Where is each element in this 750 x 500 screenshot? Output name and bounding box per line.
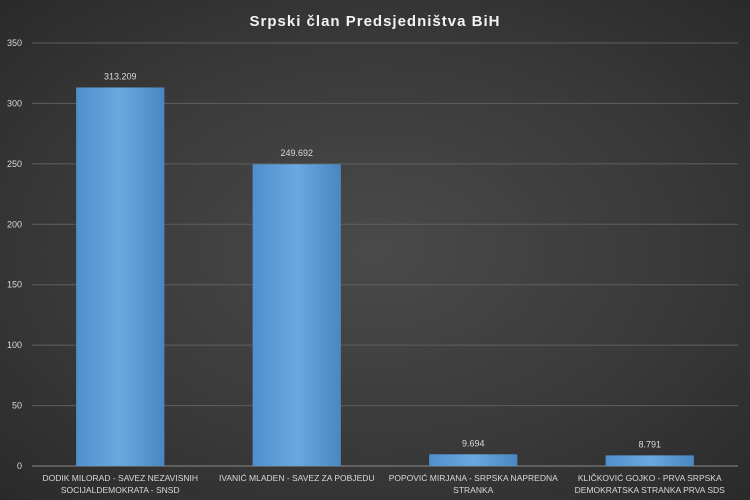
y-tick-label: 350	[7, 38, 22, 48]
chart-title: Srpski član Predsjedništva BiH	[250, 13, 501, 30]
x-tick-label-line: KLIČKOVIĆ GOJKO - PRVA SRPSKA	[578, 473, 722, 483]
x-tick-label-line: POPOVIĆ MIRJANA - SRPSKA NAPREDNA	[389, 473, 558, 483]
x-tick-label-line: IVANIĆ MLADEN - SAVEZ ZA POBJEDU	[219, 473, 375, 483]
data-label: 313.209	[104, 71, 137, 81]
data-label: 8.791	[638, 439, 661, 449]
x-tick-label-line: SOCIJALDEMOKRATA - SNSD	[61, 485, 180, 495]
x-tick-label-line: DEMOKRATSKA STRANKA PRVA SDS	[575, 485, 726, 495]
x-tick-label-line: DODIK MILORAD - SAVEZ NEZAVISNIH	[42, 473, 198, 483]
y-tick-label: 0	[17, 461, 22, 471]
x-tick-label-line: STRANKA	[453, 485, 493, 495]
x-tick-label: POPOVIĆ MIRJANA - SRPSKA NAPREDNA STRANKA	[389, 473, 558, 495]
y-tick-label: 50	[12, 401, 22, 411]
x-tick-label: IVANIĆ MLADEN - SAVEZ ZA POBJEDU	[219, 473, 375, 483]
bar	[76, 87, 165, 467]
y-tick-label: 300	[7, 98, 22, 108]
data-label: 249.692	[280, 148, 313, 158]
x-tick-label: KLIČKOVIĆ GOJKO - PRVA SRPSKA DEMOKRATSKA…	[575, 473, 726, 495]
y-tick-label: 100	[7, 340, 22, 350]
bars	[76, 87, 694, 467]
y-tick-label: 150	[7, 280, 22, 290]
x-tick-label: DODIK MILORAD - SAVEZ NEZAVISNIH SOCIJALD…	[42, 473, 198, 495]
bar	[429, 454, 518, 466]
bar	[252, 164, 341, 467]
y-axis-ticks: 0 50 100 150 200 250 300 350	[7, 38, 22, 471]
data-label: 9.694	[462, 438, 485, 448]
y-tick-label: 250	[7, 159, 22, 169]
y-tick-label: 200	[7, 219, 22, 229]
bar	[605, 455, 694, 466]
x-axis-categories: DODIK MILORAD - SAVEZ NEZAVISNIH SOCIJALD…	[42, 473, 725, 495]
data-labels: 313.209 249.692 9.694 8.791	[104, 71, 661, 449]
